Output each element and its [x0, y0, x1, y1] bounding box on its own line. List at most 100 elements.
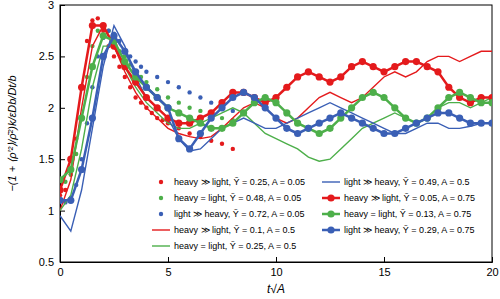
series-point: [467, 120, 474, 127]
y-tick-mark: [60, 108, 65, 109]
series-point: [175, 135, 182, 142]
series-point: [67, 166, 74, 173]
series-point: [251, 94, 258, 101]
series-point: [370, 125, 377, 132]
series-point: [445, 84, 452, 91]
series-point: [60, 197, 64, 204]
series-point: [198, 95, 202, 99]
series-point: [316, 130, 323, 137]
series-point: [143, 84, 150, 91]
y-tick: 1.5: [39, 153, 65, 165]
series-point: [348, 104, 355, 111]
series-point: [445, 109, 452, 116]
series-point: [100, 53, 107, 60]
series-point: [177, 85, 181, 89]
series-point: [218, 104, 225, 111]
series-point: [133, 59, 137, 63]
series-point: [294, 73, 301, 80]
series-point: [154, 94, 161, 101]
series-point: [380, 68, 387, 75]
series-point: [326, 79, 333, 86]
series-point: [240, 89, 247, 96]
legend-marker: [327, 226, 334, 233]
series-point: [89, 22, 96, 29]
series-point: [154, 104, 161, 111]
series-point: [187, 106, 191, 110]
legend-label: heavy ≫ light, Ỹ = 0.1, A = 0.5: [174, 225, 295, 235]
plot-frame: [60, 5, 492, 262]
series-point: [164, 104, 171, 111]
legend-item: heavy ≫ light, Ỹ = 0.25, A = 0.05: [159, 177, 305, 187]
x-tick-label: 5: [165, 266, 171, 278]
y-tick-label: 2.5: [39, 50, 54, 62]
series: [60, 32, 492, 183]
y-tick-mark: [60, 159, 65, 160]
legend-item: light ≫ heavy, Ỹ = 0.29, A = 0.75: [322, 225, 474, 235]
legend-swatch: [152, 245, 170, 246]
legend-label: heavy = light, Ỹ = 0.48, A = 0.05: [174, 193, 301, 203]
x-tick: 15: [378, 257, 390, 278]
series-point: [208, 125, 215, 132]
x-axis-line: [61, 257, 493, 263]
y-tick: 2.5: [39, 50, 65, 62]
series-point: [413, 120, 420, 127]
series-point: [326, 114, 333, 121]
series-point: [229, 94, 236, 101]
series-point: [229, 120, 236, 127]
series-point: [231, 109, 235, 113]
legend-item: heavy = light, Ỹ = 0.48, A = 0.05: [159, 193, 302, 203]
series-point: [359, 120, 366, 127]
series-point: [186, 114, 193, 121]
series-point: [133, 95, 137, 99]
series-line: [60, 36, 492, 200]
series-point: [488, 120, 492, 127]
series-line: [60, 26, 492, 190]
series: [60, 32, 492, 204]
legend-marker: [159, 212, 163, 216]
legend-item: light ≫ heavy, Ỹ = 0.49, A = 0.5: [322, 177, 469, 187]
y-tick-mark: [60, 56, 65, 57]
y-tick-mark: [60, 5, 65, 6]
legend-label: light ≫ heavy, Ỹ = 0.49, A = 0.5: [344, 177, 469, 187]
series-point: [186, 145, 193, 152]
series-point: [305, 125, 312, 132]
series-point: [78, 166, 85, 173]
series-point: [166, 95, 170, 99]
legend-item: heavy = light, Ỹ = 0.25, A = 0.5: [152, 241, 296, 251]
legend-label: heavy = light, Ỹ = 0.25, A = 0.5: [174, 241, 296, 251]
series: [60, 26, 492, 211]
legend-label: heavy = light, Ỹ = 0.13, A = 0.75: [344, 209, 471, 219]
series-point: [348, 63, 355, 70]
series-point: [262, 94, 269, 101]
legend-label: heavy ≫ light, Ỹ = 0.05, A = 0.75: [344, 193, 475, 203]
y-tick-label: 1: [48, 205, 54, 217]
data-layer: [60, 16, 492, 231]
series-point: [187, 131, 191, 135]
series-point: [209, 100, 213, 104]
series-point: [262, 104, 269, 111]
series-point: [488, 99, 492, 106]
series-point: [380, 94, 387, 101]
series-point: [143, 94, 150, 101]
series-point: [424, 63, 431, 70]
y-tick: 2: [48, 102, 65, 114]
series-point: [316, 73, 323, 80]
series-point: [155, 87, 159, 91]
series-point: [197, 120, 204, 127]
x-tick-mark: [492, 257, 493, 262]
series-point: [467, 94, 474, 101]
series-point: [100, 22, 107, 29]
series-point: [89, 114, 96, 121]
series-point: [100, 32, 107, 39]
series-point: [198, 109, 202, 113]
series-point: [154, 94, 161, 101]
y-tick-label: 1.5: [39, 153, 54, 165]
legend-item: light ≫ heavy, Ỹ = 0.72, A = 0.05: [159, 209, 305, 219]
y-axis-title: −(1 + ⟨ρ′²⟩/ρ̄²)k/εDb/Dt/b: [6, 75, 18, 191]
series-point: [283, 109, 290, 116]
series-point: [240, 89, 247, 96]
series-point: [143, 84, 150, 91]
x-tick: 5: [165, 257, 171, 278]
series-point: [139, 64, 143, 68]
series-point: [294, 120, 301, 127]
